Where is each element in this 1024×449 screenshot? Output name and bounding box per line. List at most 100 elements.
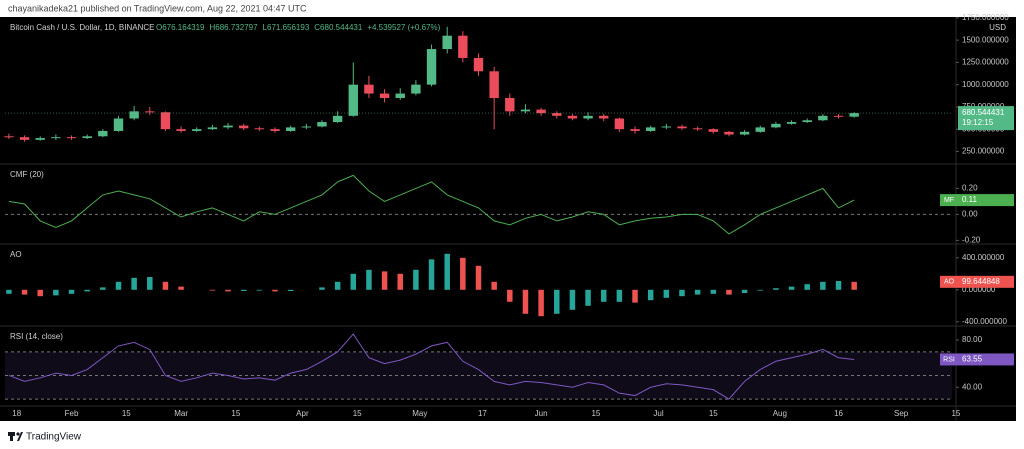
histogram-bar bbox=[178, 286, 184, 290]
histogram-bar bbox=[240, 289, 247, 291]
candle-body bbox=[552, 113, 562, 116]
histogram-bar bbox=[350, 273, 357, 290]
histogram-bar bbox=[726, 289, 732, 295]
histogram-bar bbox=[428, 259, 435, 290]
y-tick-label: 0.20 bbox=[962, 184, 978, 193]
histogram-bar bbox=[585, 289, 591, 306]
histogram-bar bbox=[115, 281, 122, 290]
x-tick-label: Apr bbox=[296, 409, 309, 418]
candle-body bbox=[818, 115, 828, 121]
candle-body bbox=[207, 127, 218, 130]
histogram-bar bbox=[569, 289, 576, 310]
y-tick-label: 1000.000000 bbox=[962, 80, 1009, 89]
candle-body bbox=[395, 93, 405, 99]
histogram-bar bbox=[53, 289, 59, 296]
y-tick-label: 400.000000 bbox=[962, 253, 1005, 262]
histogram-bar bbox=[272, 289, 278, 292]
histogram-bar bbox=[773, 288, 779, 290]
last-value-label: 0.11 bbox=[962, 195, 978, 204]
histogram-bar bbox=[256, 289, 263, 291]
candle-body bbox=[160, 112, 171, 130]
candle-body bbox=[364, 84, 374, 94]
histogram-bar bbox=[600, 289, 607, 302]
y-tick-label: 80.00 bbox=[962, 335, 983, 344]
candle-body bbox=[254, 128, 265, 130]
x-tick-label: Sep bbox=[894, 409, 909, 418]
last-value-box bbox=[958, 353, 1014, 366]
pane-title: AO bbox=[10, 250, 22, 259]
x-tick-label: Aug bbox=[773, 409, 787, 418]
ohlc-value: C680.544431 bbox=[314, 23, 363, 32]
histogram-bar bbox=[381, 271, 388, 290]
brand: TradingView bbox=[26, 432, 82, 443]
candle-body bbox=[348, 84, 358, 116]
candle-body bbox=[755, 127, 765, 132]
chart-background bbox=[0, 17, 1016, 421]
x-tick-label: 15 bbox=[353, 409, 362, 418]
candle-body bbox=[661, 126, 672, 128]
chart-title: Bitcoin Cash / U.S. Dollar, 1D, BINANCE bbox=[10, 23, 155, 32]
candle-body bbox=[536, 109, 546, 114]
histogram-bar bbox=[100, 287, 106, 290]
brand-logo bbox=[8, 432, 23, 441]
y-tick-label: 1500.000000 bbox=[962, 35, 1009, 44]
candle-body bbox=[301, 126, 312, 128]
candle-body bbox=[129, 111, 139, 119]
candle-body bbox=[19, 137, 30, 140]
y-tick-label: 1750.000000 bbox=[962, 13, 1009, 22]
x-tick-label: 18 bbox=[12, 409, 21, 418]
histogram-bar bbox=[209, 289, 216, 291]
candle-body bbox=[113, 118, 124, 131]
histogram-bar bbox=[147, 277, 153, 290]
y-tick-label: 40.00 bbox=[962, 382, 983, 391]
x-tick-label: Jul bbox=[653, 409, 663, 418]
histogram-bar bbox=[287, 289, 294, 291]
histogram-bar bbox=[6, 289, 12, 294]
candle-body bbox=[411, 84, 421, 94]
candle-body bbox=[239, 125, 249, 129]
histogram-bar bbox=[632, 289, 638, 303]
y-tick-label: 0.00 bbox=[962, 210, 978, 219]
y-tick-label: -0.20 bbox=[962, 236, 981, 245]
series-tag bbox=[940, 353, 958, 366]
series-tag-label: MF bbox=[944, 197, 954, 204]
candle-body bbox=[98, 130, 108, 137]
histogram-bar bbox=[366, 269, 372, 290]
candle-body bbox=[849, 113, 859, 117]
candle-body bbox=[599, 115, 609, 119]
indicator-line bbox=[8, 174, 855, 235]
x-tick-label: 15 bbox=[591, 409, 600, 418]
countdown-label: 19:12:15 bbox=[962, 118, 994, 127]
pane-title: CMF (20) bbox=[10, 170, 44, 179]
histogram-bar bbox=[225, 289, 231, 292]
series-tag bbox=[940, 275, 958, 288]
candle-body bbox=[223, 125, 233, 128]
candle-body bbox=[458, 35, 468, 58]
histogram-bar bbox=[131, 277, 137, 290]
histogram-bar bbox=[647, 289, 654, 301]
x-tick-label: 15 bbox=[122, 409, 131, 418]
currency-label: USD bbox=[989, 23, 1006, 32]
candle-body bbox=[473, 57, 484, 72]
candle-body bbox=[489, 71, 499, 99]
histogram-bar bbox=[68, 289, 75, 294]
series-tag bbox=[940, 194, 958, 207]
candle-body bbox=[739, 131, 750, 135]
histogram-bar bbox=[162, 281, 169, 290]
ohlc-value: +4.539527 (+0.67%) bbox=[367, 23, 440, 32]
candle-body bbox=[4, 136, 14, 138]
byline: chayanikadeka21 published on TradingView… bbox=[8, 3, 307, 13]
last-value-label: 63.55 bbox=[962, 355, 983, 364]
histogram-bar bbox=[84, 289, 90, 292]
histogram-bar bbox=[616, 289, 623, 302]
histogram-bar bbox=[554, 289, 560, 314]
y-tick-label: -400.000000 bbox=[962, 317, 1007, 326]
candle-body bbox=[442, 35, 452, 50]
candle-body bbox=[520, 109, 531, 112]
candle-body bbox=[583, 115, 593, 119]
histogram-bar bbox=[820, 281, 826, 290]
histogram-bar bbox=[507, 289, 513, 302]
histogram-bar bbox=[444, 253, 450, 290]
histogram-bar bbox=[522, 289, 529, 314]
